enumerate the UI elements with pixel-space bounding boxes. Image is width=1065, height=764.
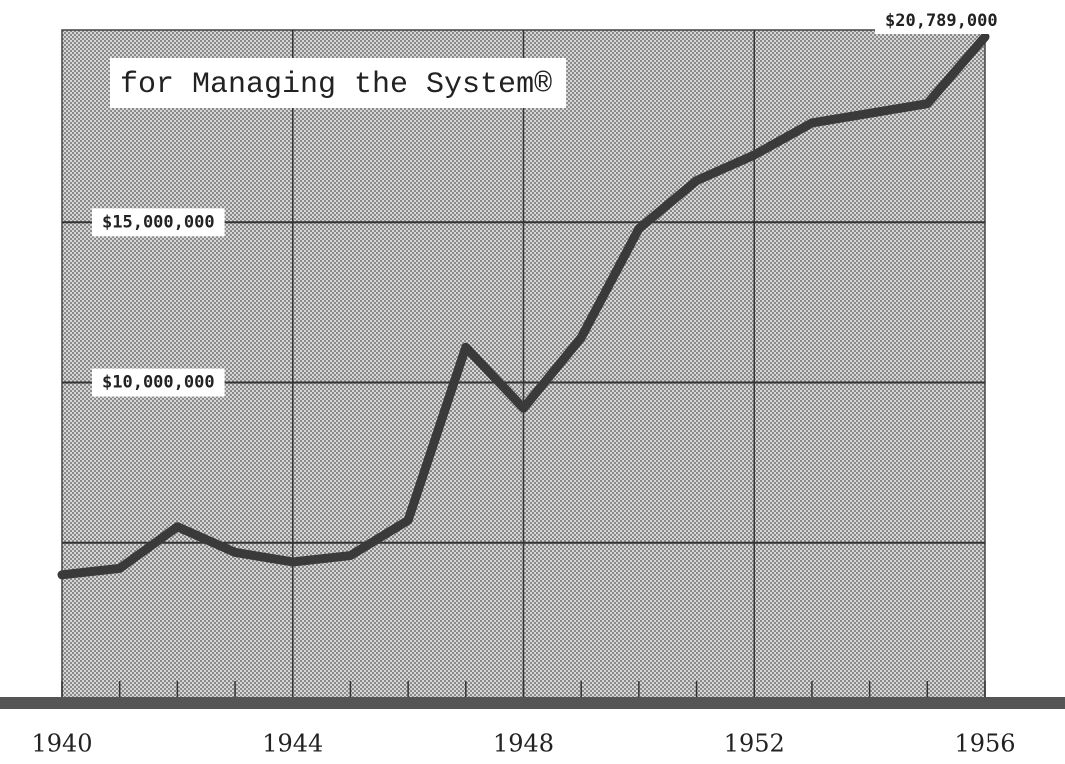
labels: for Managing the System® $10,000,000 $15,0…: [31, 8, 1016, 758]
x-tick-label: 1952: [724, 730, 785, 758]
y-tick-label-box: [92, 208, 225, 237]
base-axis: [0, 697, 1065, 709]
data-label-box: [875, 8, 1008, 34]
x-tick-label: 1944: [262, 730, 323, 758]
y-tick-label: $15,000,000: [102, 212, 215, 232]
marks: [57, 32, 990, 580]
y-tick-label: $10,000,000: [102, 373, 215, 393]
title-box: [110, 58, 567, 108]
data-label: $20,789,000: [885, 11, 998, 31]
x-tick-label: 1940: [31, 730, 92, 758]
x-tick-label: 1948: [493, 730, 554, 758]
series-line: [57, 32, 990, 580]
chart-title: for Managing the System®: [120, 68, 552, 102]
x-tick-label: 1956: [954, 730, 1015, 758]
y-tick-label-box: [92, 368, 225, 397]
